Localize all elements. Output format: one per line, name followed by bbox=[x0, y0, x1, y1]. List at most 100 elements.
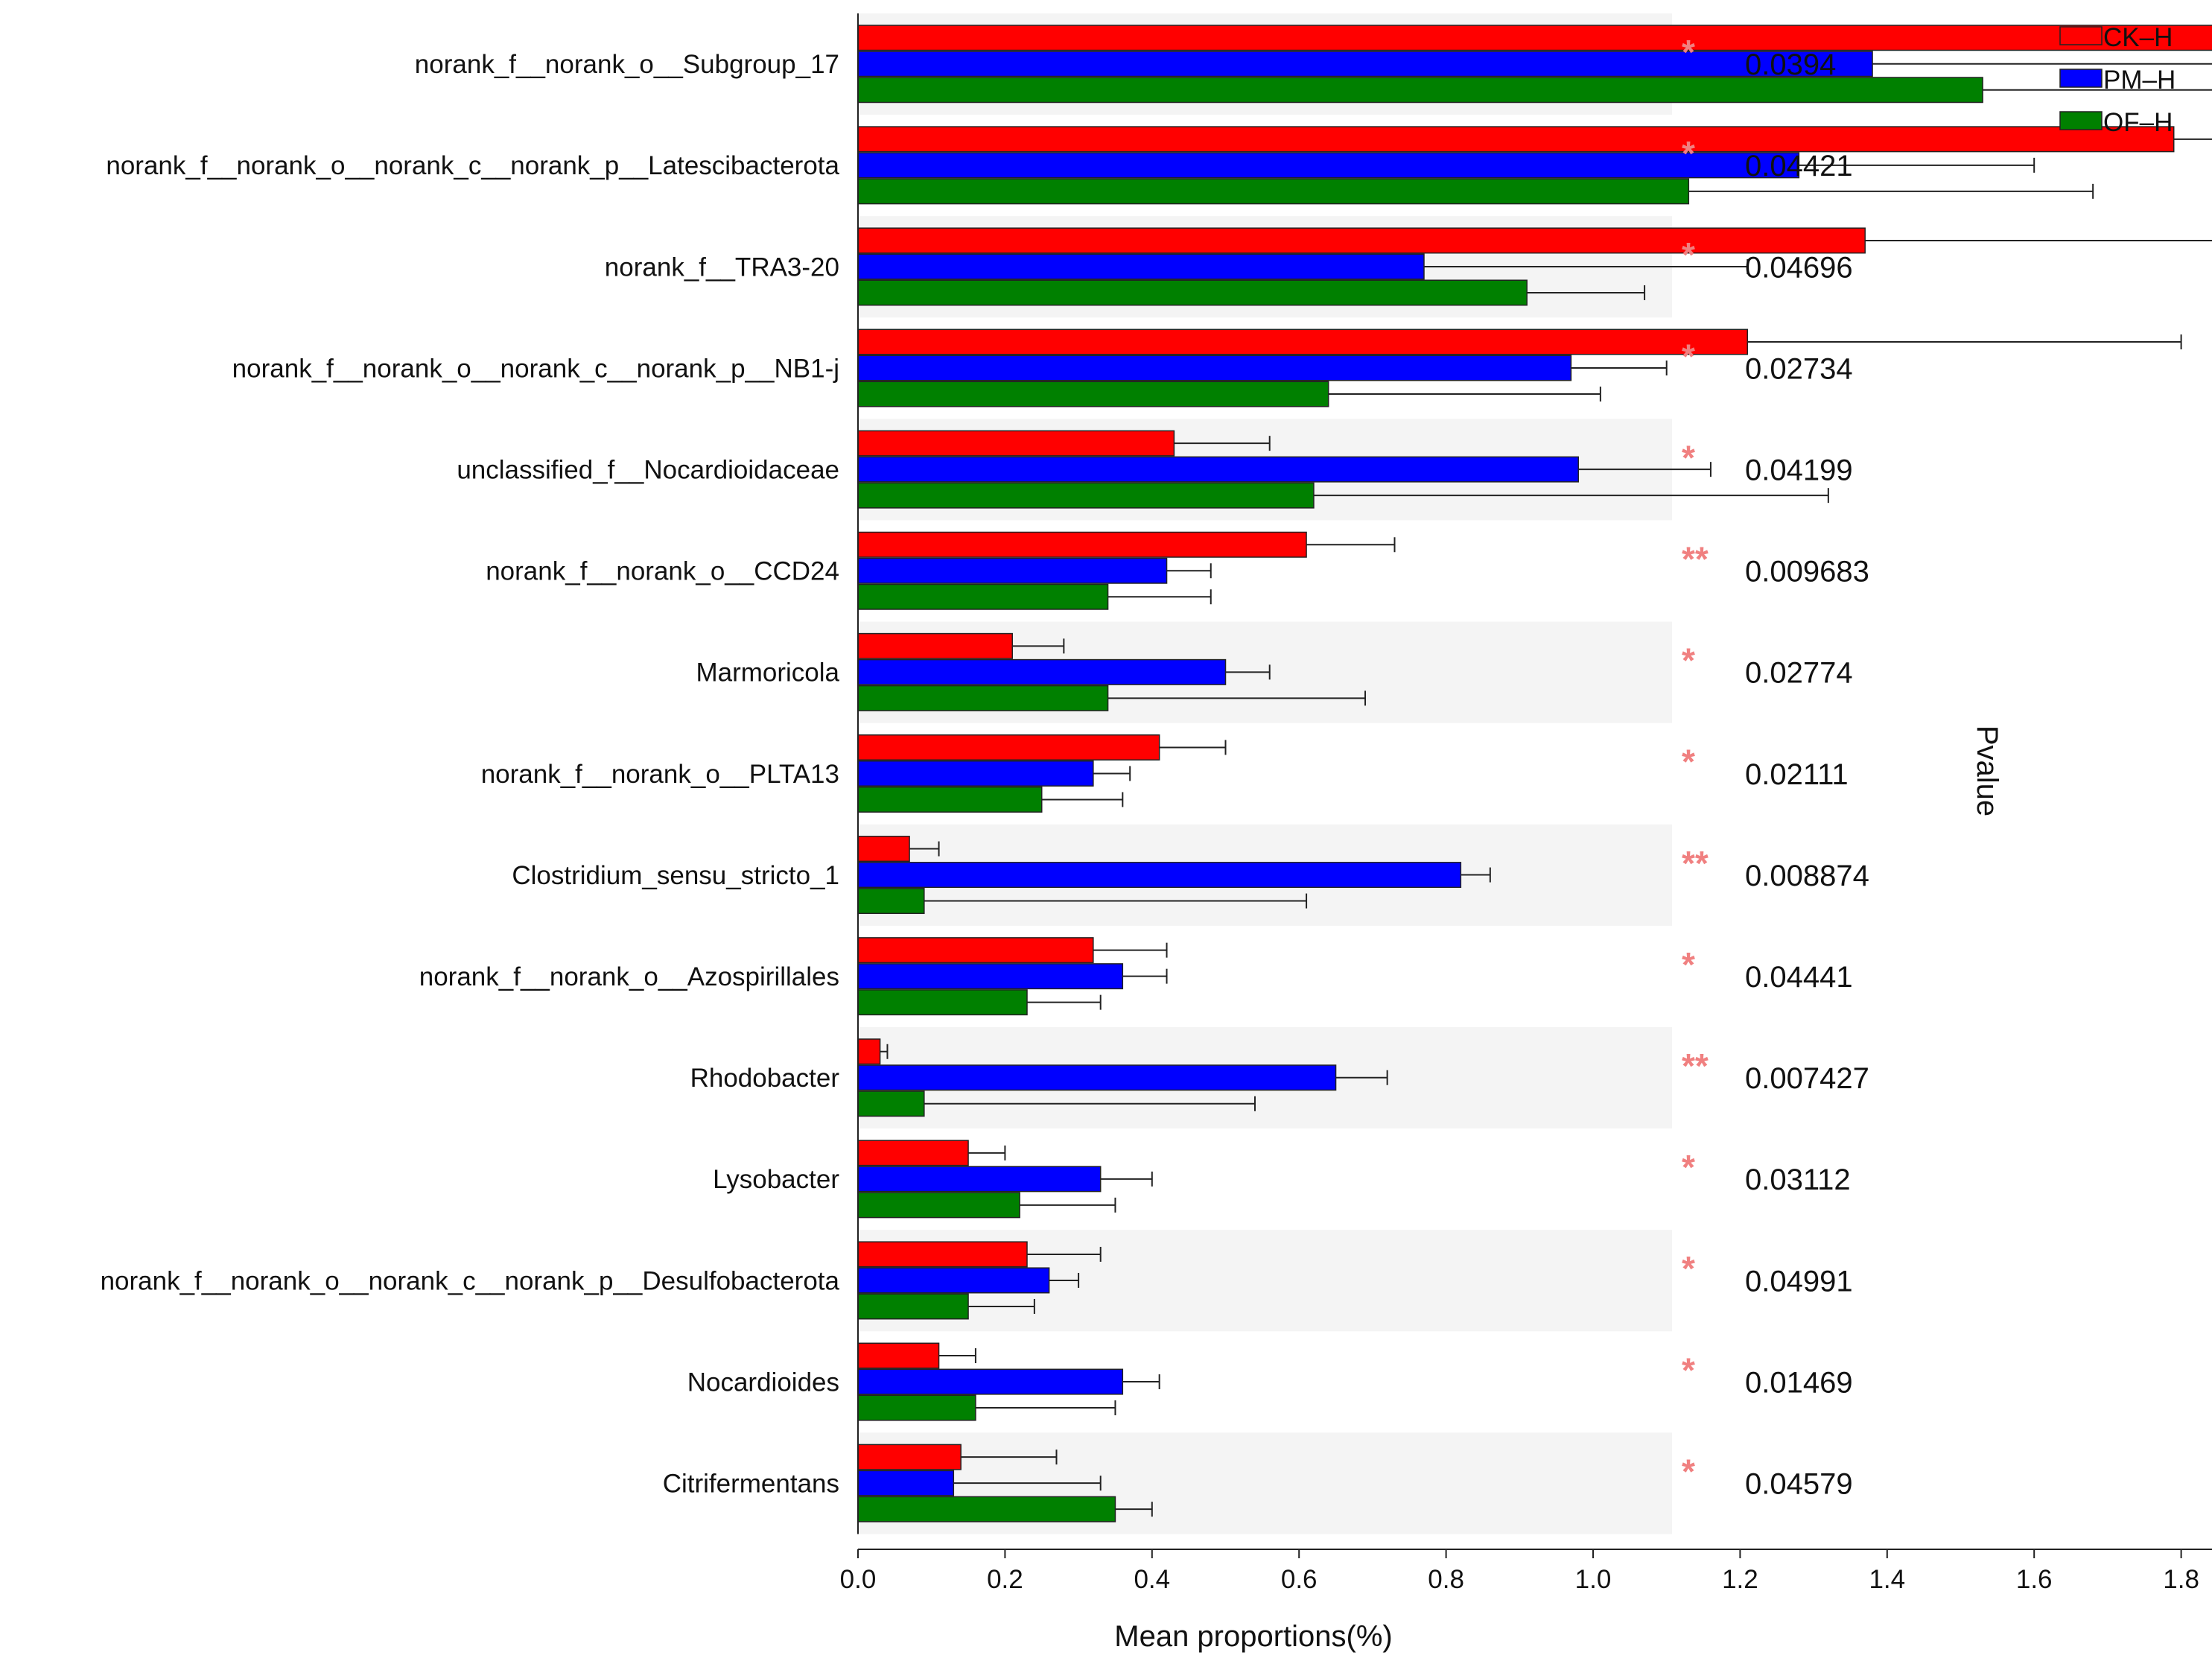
category-label: norank_f__norank_o__Subgroup_17 bbox=[415, 50, 839, 79]
bar-pm-h bbox=[857, 1267, 1050, 1294]
category-label: Marmoricola bbox=[696, 658, 839, 688]
x-tick-label: 0.4 bbox=[1134, 1565, 1170, 1594]
pvalue-label: 0.04579 bbox=[1745, 1467, 1853, 1500]
significance-marker: * bbox=[1682, 438, 1695, 477]
category-label: norank_f__norank_o__CCD24 bbox=[486, 557, 839, 586]
bar-pm-h bbox=[857, 1368, 1124, 1395]
significance-marker: * bbox=[1682, 1452, 1695, 1490]
pvalue-label: 0.04991 bbox=[1745, 1265, 1853, 1298]
bar-of-h bbox=[857, 482, 1315, 509]
significance-marker: * bbox=[1682, 235, 1695, 274]
category-label: norank_f__norank_o__Azospirillales bbox=[419, 962, 839, 991]
bar-ck-h bbox=[857, 836, 910, 863]
bar-ck-h bbox=[857, 531, 1307, 558]
pvalue-label: 0.02734 bbox=[1745, 352, 1853, 385]
bar-pm-h bbox=[857, 557, 1168, 584]
bar-pm-h bbox=[857, 1470, 955, 1496]
pvalue-labels: 0.0394 0.04421 0.04696 0.02734 0.04199 0.0096… bbox=[1745, 48, 1869, 1500]
pvalue-label: 0.02111 bbox=[1745, 758, 1849, 791]
bar-ck-h bbox=[857, 126, 2175, 153]
significance-marker: * bbox=[1682, 945, 1695, 984]
bar-of-h bbox=[857, 1394, 976, 1421]
bar-pm-h bbox=[857, 1064, 1337, 1091]
x-tick-label: 0.8 bbox=[1428, 1565, 1464, 1594]
category-label: norank_f__norank_o__norank_c__norank_p__… bbox=[101, 1266, 840, 1295]
bar-of-h bbox=[857, 1192, 1020, 1219]
bar-of-h bbox=[857, 989, 1028, 1016]
category-label: Citrifermentans bbox=[663, 1469, 839, 1498]
bar-pm-h bbox=[857, 760, 1094, 787]
significance-marker: * bbox=[1682, 134, 1695, 173]
significance-marker: * bbox=[1682, 743, 1695, 781]
legend-swatch bbox=[2059, 111, 2103, 130]
x-tick-label: 1.0 bbox=[1575, 1565, 1612, 1594]
bar-ck-h bbox=[857, 1038, 881, 1065]
pvalue-label: 0.01469 bbox=[1745, 1366, 1853, 1399]
bar-pm-h bbox=[857, 355, 1572, 381]
pvalue-label: 0.009683 bbox=[1745, 556, 1869, 588]
pvalue-label: 0.007427 bbox=[1745, 1062, 1869, 1095]
bars-layer bbox=[857, 25, 2212, 1522]
significance-marker: ** bbox=[1682, 844, 1709, 883]
category-label: unclassified_f__Nocardioidaceae bbox=[457, 455, 839, 484]
x-tick-label: 1.8 bbox=[2163, 1565, 2199, 1594]
category-label: Nocardioides bbox=[687, 1368, 839, 1397]
pvalue-label: 0.04696 bbox=[1745, 251, 1853, 284]
bar-of-h bbox=[857, 1090, 925, 1117]
pvalue-label: 0.04199 bbox=[1745, 454, 1853, 486]
error-bars-layer bbox=[880, 63, 2212, 1517]
category-label: norank_f__TRA3-20 bbox=[605, 253, 839, 282]
bar-pm-h bbox=[857, 1166, 1102, 1193]
category-label: norank_f__norank_o__norank_c__norank_p__… bbox=[106, 151, 839, 180]
bar-pm-h bbox=[857, 51, 1873, 77]
bar-of-h bbox=[857, 178, 1690, 205]
category-labels: norank_f__norank_o__Subgroup_17 norank_f_… bbox=[101, 50, 840, 1498]
bar-ck-h bbox=[857, 1342, 940, 1369]
legend-swatch bbox=[2059, 26, 2103, 45]
legend: CK–H PM–H OF–H bbox=[2059, 23, 2176, 137]
x-tick-label: 1.2 bbox=[1722, 1565, 1758, 1594]
legend-label: OF–H bbox=[2103, 108, 2173, 137]
significance-marker: * bbox=[1682, 1249, 1695, 1288]
bar-of-h bbox=[857, 1293, 969, 1320]
category-label: Lysobacter bbox=[713, 1165, 839, 1194]
bar-pm-h bbox=[857, 963, 1124, 990]
bar-ck-h bbox=[857, 227, 1866, 254]
pvalue-label: 0.008874 bbox=[1745, 860, 1869, 892]
pvalue-label: 0.04421 bbox=[1745, 150, 1853, 182]
significance-markers: ****************** bbox=[1682, 33, 1709, 1490]
bar-of-h bbox=[857, 279, 1528, 306]
x-axis: 0.00.20.40.60.81.01.21.41.61.82.0 bbox=[840, 13, 2212, 1594]
significance-marker: * bbox=[1682, 1148, 1695, 1187]
bar-ck-h bbox=[857, 25, 2212, 51]
bar-ck-h bbox=[857, 1140, 969, 1166]
bar-pm-h bbox=[857, 456, 1580, 483]
x-axis-title: Mean proportions(%) bbox=[1114, 1620, 1393, 1653]
bar-ck-h bbox=[857, 430, 1175, 457]
significance-marker: ** bbox=[1682, 540, 1709, 579]
bar-of-h bbox=[857, 1496, 1116, 1522]
pvalue-label: 0.03112 bbox=[1745, 1163, 1851, 1196]
bar-pm-h bbox=[857, 862, 1462, 889]
legend-label: PM–H bbox=[2103, 66, 2176, 95]
pvalue-label: 0.0394 bbox=[1745, 48, 1836, 81]
bar-pm-h bbox=[857, 152, 1800, 179]
pvalue-label: 0.02774 bbox=[1745, 657, 1853, 690]
bar-of-h bbox=[857, 786, 1043, 813]
bar-of-h bbox=[857, 381, 1329, 407]
legend-swatch bbox=[2059, 69, 2103, 88]
significance-marker: * bbox=[1682, 33, 1695, 72]
bar-ck-h bbox=[857, 937, 1094, 964]
bar-ck-h bbox=[857, 1444, 962, 1470]
bar-pm-h bbox=[857, 658, 1227, 685]
x-tick-label: 0.6 bbox=[1281, 1565, 1318, 1594]
bar-of-h bbox=[857, 583, 1109, 610]
significance-marker: * bbox=[1682, 337, 1695, 375]
x-tick-label: 0.0 bbox=[840, 1565, 877, 1594]
x-tick-label: 0.2 bbox=[987, 1565, 1023, 1594]
bar-ck-h bbox=[857, 632, 1014, 659]
bar-ck-h bbox=[857, 328, 1749, 355]
pvalue-axis-title: Pvalue bbox=[1971, 725, 2003, 816]
pvalue-label: 0.04441 bbox=[1745, 961, 1853, 994]
